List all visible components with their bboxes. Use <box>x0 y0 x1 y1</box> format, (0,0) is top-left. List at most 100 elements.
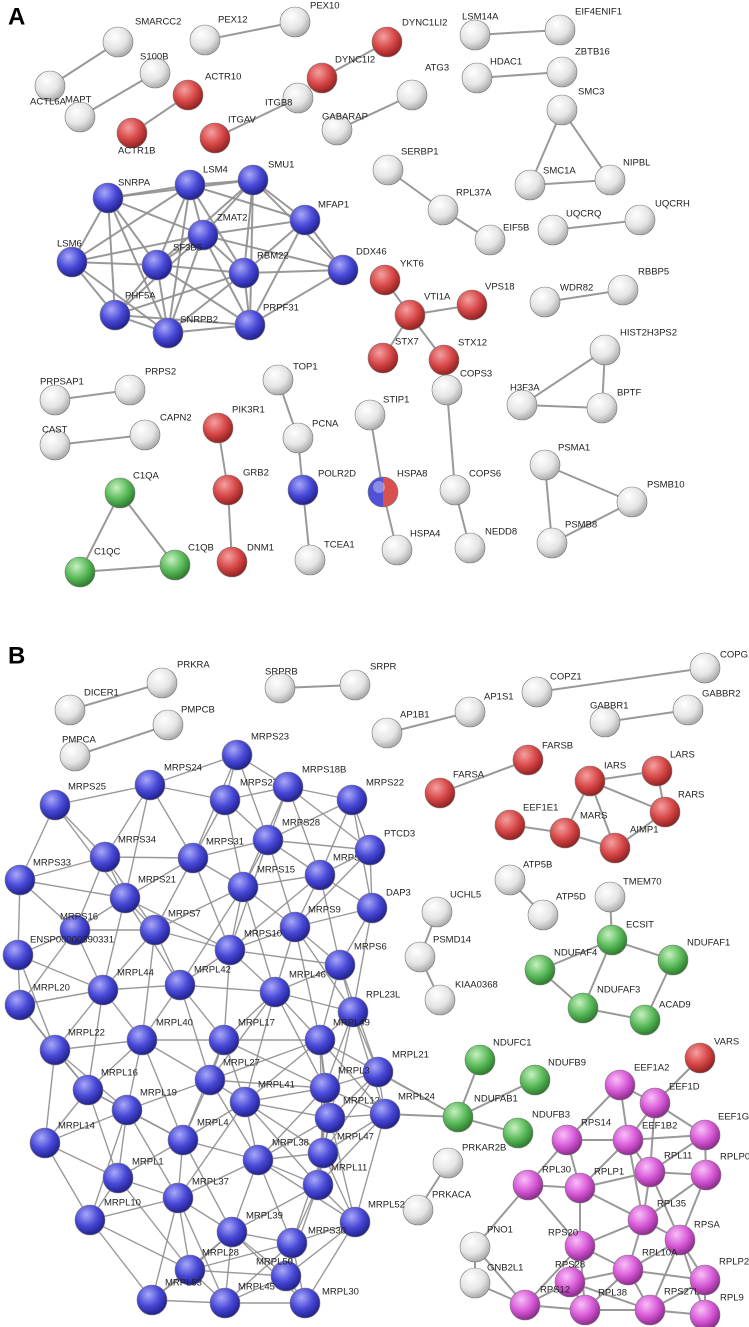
node-label: ENSP00000390331 <box>30 935 114 946</box>
node-label: MRPL39 <box>246 1211 283 1222</box>
node <box>39 384 71 416</box>
node <box>529 286 561 318</box>
node-label: PSMD14 <box>433 935 471 946</box>
node-label: AIMP1 <box>630 825 659 836</box>
node <box>212 474 244 506</box>
node <box>589 334 621 366</box>
node-label: MRPL45 <box>238 1282 275 1293</box>
node-label: TMEM70 <box>623 877 662 888</box>
node-label: RPL35 <box>657 1199 686 1210</box>
node-label: GABARAP <box>322 112 368 123</box>
node-highlight <box>373 481 385 493</box>
edge <box>294 926 354 1013</box>
node-label: MRPL24 <box>398 1092 435 1103</box>
node-label: MRPS33 <box>33 858 71 869</box>
node <box>428 344 460 376</box>
node <box>199 122 231 154</box>
node-label: MRPL42 <box>194 965 231 976</box>
node-label: RPLP1 <box>594 1167 624 1178</box>
node-label: YKT6 <box>400 259 424 270</box>
node-label: EEF1D <box>669 1082 700 1093</box>
node-label: MRPL28 <box>202 1248 239 1259</box>
node <box>152 709 184 741</box>
node <box>684 1042 716 1074</box>
node <box>612 1124 644 1156</box>
node-label: MRPS7 <box>168 909 201 920</box>
node <box>109 882 141 914</box>
node <box>509 1289 541 1321</box>
node <box>287 474 319 506</box>
node-label: RPLP2 <box>719 1257 749 1268</box>
node <box>202 412 234 444</box>
edge <box>167 184 191 334</box>
edge <box>267 839 371 851</box>
node-label: AP1S1 <box>484 692 514 703</box>
node-label: FARSB <box>542 741 573 752</box>
node-label: NDUFAF1 <box>687 938 730 949</box>
node-label: GABBR1 <box>590 701 629 712</box>
node <box>519 1064 551 1096</box>
node <box>314 1102 346 1134</box>
node-label: MRPS35 <box>333 853 371 864</box>
node <box>442 1101 474 1133</box>
node-label: MRPL37 <box>192 1177 229 1188</box>
edge <box>294 926 321 1041</box>
node-label: PRKAR2B <box>462 1143 506 1154</box>
node-label: MRPL53 <box>165 1278 202 1289</box>
node-label: MRPS34 <box>118 835 156 846</box>
node-label: KIAA0368 <box>455 980 498 991</box>
node-label: RPL30 <box>542 1165 571 1176</box>
node <box>229 1086 261 1118</box>
node-label: MRPL40 <box>156 1018 193 1029</box>
node-label: ACTR1B <box>118 146 155 157</box>
edge <box>287 786 321 876</box>
node-label: MRPS25 <box>68 782 106 793</box>
node <box>162 1182 194 1214</box>
node-label: RPS28 <box>555 1260 585 1271</box>
node-label: MRPS15 <box>257 865 295 876</box>
node <box>234 309 266 341</box>
edge <box>44 1049 56 1144</box>
node <box>599 832 631 864</box>
node-label: MRPS22 <box>366 778 404 789</box>
edge <box>71 234 204 263</box>
node <box>159 549 191 581</box>
node <box>506 389 538 421</box>
node-label: GNB2L1 <box>487 1263 523 1274</box>
node <box>514 169 546 201</box>
node <box>586 392 618 424</box>
node-label: PTCD3 <box>384 829 415 840</box>
node <box>424 777 456 809</box>
node-label: COPG1 <box>720 650 749 661</box>
edge <box>179 984 211 1081</box>
node-label: C1QC <box>94 547 121 558</box>
node <box>664 1224 696 1256</box>
node <box>639 1087 671 1119</box>
node-label: EIF5B <box>503 223 529 234</box>
edge <box>521 349 606 406</box>
node <box>657 944 689 976</box>
node <box>221 739 253 771</box>
node-label: MRPS16 <box>60 912 98 923</box>
node-label: SF3B5 <box>173 243 202 254</box>
node <box>431 374 463 406</box>
node-label: PIK3R1 <box>232 405 265 416</box>
edge <box>249 269 344 326</box>
node <box>527 899 559 931</box>
node-label: ACAD9 <box>659 1000 691 1011</box>
node <box>304 859 336 891</box>
node-label: TCEA1 <box>324 540 355 551</box>
node <box>521 676 553 708</box>
node-label: RPS20 <box>548 1228 578 1239</box>
node <box>564 1230 596 1262</box>
node-label: MRPL49 <box>333 1018 370 1029</box>
edge <box>209 1079 326 1089</box>
edge <box>439 759 529 794</box>
node-label: MRPL19 <box>140 1088 177 1099</box>
node-label: C1QB <box>188 543 214 554</box>
node-label: S100B <box>140 52 169 63</box>
node-label: STX12 <box>458 338 487 349</box>
node-label: RBM22 <box>257 251 289 262</box>
node <box>404 941 436 973</box>
node-label: MRPL47 <box>337 1132 374 1143</box>
